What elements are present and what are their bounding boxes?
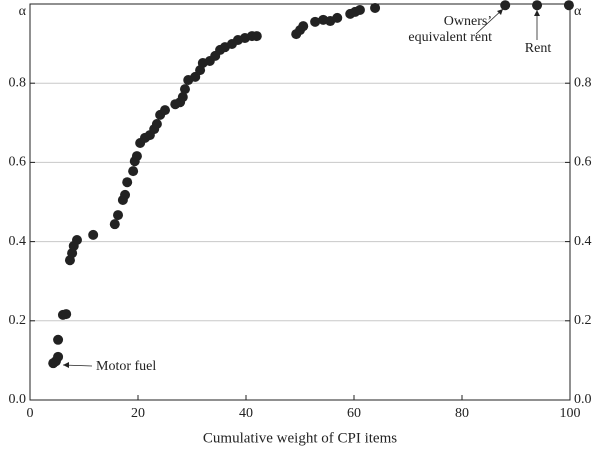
x-tick-label: 40 [239,406,253,421]
annotation: equivalent rent [408,30,492,45]
point [71,235,82,246]
x-tick-label: 80 [455,406,469,421]
arrow-head [497,9,503,15]
point [109,219,120,230]
point [131,151,142,162]
point [160,105,170,116]
y2-tick-label: 0.4 [574,234,592,249]
y2-tick-label: 0.8 [574,75,592,90]
annotation: Rent [525,41,552,56]
y2-tick-label: 0.6 [574,155,592,170]
point [179,84,190,95]
point [370,2,381,13]
point [122,177,133,188]
x-tick-label: 0 [27,406,34,421]
annotation-arrows [62,8,540,368]
point [532,0,543,11]
x-tick-label: 60 [347,406,361,421]
annotation: Motor fuel [96,359,156,374]
point [500,0,511,11]
point [298,21,309,32]
annotation: Owners’ [444,14,492,29]
x-tick-label: 100 [560,406,581,421]
point [113,210,124,221]
point [120,189,131,200]
y-tick-label: 0.2 [9,313,27,328]
point [354,4,365,15]
point [128,166,139,177]
y2-tick-label: 0.2 [574,313,592,328]
y2-tick-label: α [574,4,582,19]
point [177,92,188,103]
point [88,229,99,240]
y-tick-label: 0.8 [9,75,27,90]
point [251,31,262,42]
y-tick-label: 0.6 [9,155,27,170]
arrow-head [534,10,540,16]
arrow [475,8,504,35]
grid [30,3,570,401]
point [310,16,321,27]
point [53,351,64,362]
point [151,118,162,129]
y-tick-label: 0.0 [9,392,27,407]
x-tick-label: 20 [131,406,145,421]
point [53,334,64,345]
plot-frame [29,3,571,401]
x-axis-label: Cumulative weight of CPI items [203,430,397,446]
point [332,12,343,23]
y2-tick-label: 0.0 [574,392,592,407]
arrow-head [63,362,69,368]
y-tick-label: α [19,4,27,19]
point [61,309,72,320]
y-tick-label: 0.4 [9,234,27,249]
point [563,0,574,11]
